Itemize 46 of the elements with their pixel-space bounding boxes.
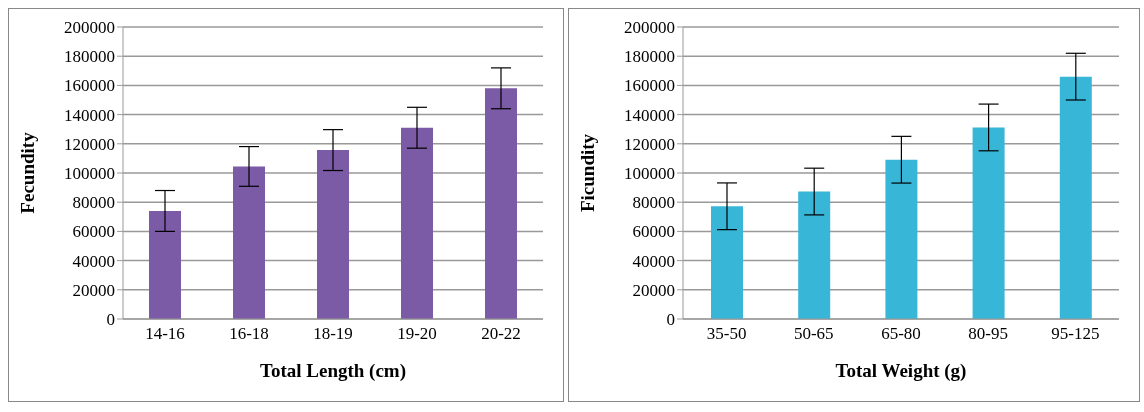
y-tick-label: 40000 — [72, 251, 115, 271]
bar — [401, 127, 433, 319]
x-tick-label: 95-125 — [1051, 324, 1100, 344]
bar — [885, 159, 918, 319]
y-tick-label: 0 — [106, 310, 115, 330]
y-tick-label: 120000 — [624, 134, 675, 154]
y-tick-label: 60000 — [72, 222, 115, 242]
y-tick-label: 80000 — [72, 193, 115, 213]
y-tick-label: 0 — [666, 310, 675, 330]
x-tick-label: 14-16 — [145, 324, 185, 344]
y-tick-label: 180000 — [64, 47, 115, 67]
bar — [317, 150, 349, 319]
x-tick-label: 16-18 — [229, 324, 269, 344]
bar — [972, 127, 1005, 319]
y-tick-label: 140000 — [64, 105, 115, 125]
x-tick-label: 35-50 — [706, 324, 747, 344]
y-tick-label: 160000 — [624, 76, 675, 96]
y-tick-label: 20000 — [632, 280, 675, 300]
y-tick-label: 100000 — [624, 164, 675, 184]
y-axis-title: Ficundity — [576, 133, 598, 213]
x-tick-label: 65-80 — [881, 324, 921, 344]
x-tick-label: 19-20 — [397, 324, 437, 344]
x-tick-label: 18-19 — [313, 324, 353, 344]
y-tick-label: 160000 — [64, 76, 115, 96]
x-axis-title: Total Length (cm) — [259, 360, 407, 382]
y-tick-label: 200000 — [64, 18, 115, 38]
x-tick-label: 50-65 — [793, 324, 834, 344]
bar — [149, 210, 181, 319]
y-tick-label: 140000 — [624, 105, 675, 125]
bar — [711, 206, 743, 319]
bar — [233, 166, 265, 319]
y-tick-label: 40000 — [632, 251, 675, 271]
y-tick-label: 120000 — [64, 134, 115, 154]
y-axis-title: Fecundity — [16, 131, 38, 214]
y-tick-label: 100000 — [64, 164, 115, 184]
y-tick-label: 200000 — [624, 18, 675, 38]
y-tick-label: 60000 — [632, 222, 675, 242]
x-axis-title: Total Weight (g) — [835, 360, 967, 382]
x-tick-label: 80-95 — [968, 324, 1009, 344]
bar — [485, 88, 517, 319]
x-tick-label: 20-22 — [481, 324, 521, 344]
bar — [798, 191, 831, 319]
bar — [1059, 76, 1092, 319]
y-tick-label: 80000 — [632, 193, 675, 213]
y-tick-label: 180000 — [624, 47, 675, 67]
y-tick-label: 20000 — [72, 280, 115, 300]
